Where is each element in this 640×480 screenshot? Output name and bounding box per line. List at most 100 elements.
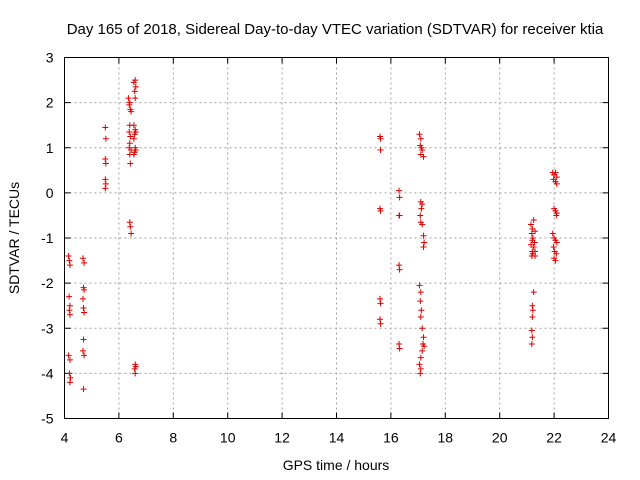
data-point: [553, 239, 560, 246]
data-point: [66, 307, 73, 314]
x-tick-label: 22: [546, 430, 562, 446]
data-point: [126, 101, 133, 108]
data-point: [377, 295, 384, 302]
y-tick-labels: -5 -4 -3 -2 -1 0 1 2 3: [41, 50, 54, 427]
data-point: [65, 352, 72, 359]
data-point: [126, 128, 133, 135]
data-point: [125, 95, 132, 102]
x-tick-label: 14: [329, 430, 345, 446]
data-point: [131, 131, 138, 138]
y-tick-label: 3: [46, 50, 54, 66]
chart-title: Day 165 of 2018, Sidereal Day-to-day VTE…: [67, 21, 604, 38]
data-point: [79, 255, 86, 262]
data-point: [81, 352, 88, 359]
data-point: [528, 341, 535, 348]
data-point: [80, 336, 87, 343]
data-point: [417, 365, 424, 372]
data-point: [528, 327, 535, 334]
data-point: [396, 262, 403, 269]
data-point: [396, 341, 403, 348]
y-tick-label: 0: [46, 185, 54, 201]
data-point: [553, 174, 560, 181]
data-point: [528, 230, 535, 237]
data-point: [549, 230, 556, 237]
data-point: [80, 386, 87, 393]
data-point: [530, 289, 537, 296]
x-axis-label: GPS time / hours: [283, 457, 390, 473]
data-point: [66, 370, 73, 377]
data-point: [102, 124, 109, 131]
data-point: [420, 153, 427, 160]
data-point: [127, 223, 134, 230]
data-point: [396, 194, 403, 201]
x-tick-label: 16: [383, 430, 399, 446]
data-point: [529, 334, 536, 341]
data-point: [132, 77, 139, 84]
data-point: [131, 365, 138, 372]
data-point: [417, 313, 424, 320]
data-point: [102, 185, 109, 192]
data-point: [130, 135, 137, 142]
data-point: [396, 345, 403, 352]
data-point: [66, 262, 73, 269]
data-point: [532, 228, 539, 235]
y-tick-label: 1: [46, 140, 54, 156]
data-point: [66, 293, 73, 300]
data-point: [66, 356, 73, 363]
data-point: [530, 216, 537, 223]
data-point: [377, 300, 384, 307]
data-point: [127, 133, 134, 140]
data-point: [132, 83, 139, 90]
x-tick-label: 4: [61, 430, 69, 446]
data-point: [396, 187, 403, 194]
data-point: [420, 334, 427, 341]
data-point: [79, 347, 86, 354]
data-points: [65, 77, 560, 393]
data-point: [420, 232, 427, 239]
y-tick-label: -2: [41, 275, 54, 291]
data-point: [396, 212, 403, 219]
data-point: [420, 244, 427, 251]
data-point: [418, 307, 425, 314]
data-point: [416, 131, 423, 138]
data-point: [126, 219, 133, 226]
data-point: [419, 347, 426, 354]
data-point: [79, 295, 86, 302]
y-tick-label: -3: [41, 320, 54, 336]
data-point: [553, 210, 560, 217]
data-point: [102, 160, 109, 167]
data-point: [128, 108, 135, 115]
data-point: [529, 313, 536, 320]
data-point: [417, 289, 424, 296]
x-tick-labels: 4 6 8 10 12 14 16 18 20 22 24: [61, 430, 617, 446]
data-point: [377, 316, 384, 323]
data-point: [130, 122, 137, 129]
data-point: [377, 207, 384, 214]
y-tick-label: -5: [41, 411, 54, 427]
data-point: [81, 259, 88, 266]
data-point: [527, 221, 534, 228]
data-point: [553, 250, 560, 257]
data-point: [377, 147, 384, 154]
data-point: [418, 205, 425, 212]
data-point: [421, 343, 428, 350]
data-point: [81, 286, 88, 293]
x-tick-label: 24: [601, 430, 617, 446]
data-point: [102, 156, 109, 163]
data-point: [417, 354, 424, 361]
data-point: [419, 325, 426, 332]
data-point: [553, 180, 560, 187]
data-point: [130, 151, 137, 158]
data-point: [66, 257, 73, 264]
x-tick-label: 6: [115, 430, 123, 446]
data-point: [419, 201, 426, 208]
data-point: [67, 374, 74, 381]
data-point: [396, 266, 403, 273]
data-point: [127, 160, 134, 167]
data-point: [132, 95, 139, 102]
data-point: [131, 88, 138, 95]
data-point: [419, 221, 426, 228]
data-point: [419, 147, 426, 154]
data-point: [531, 239, 538, 246]
